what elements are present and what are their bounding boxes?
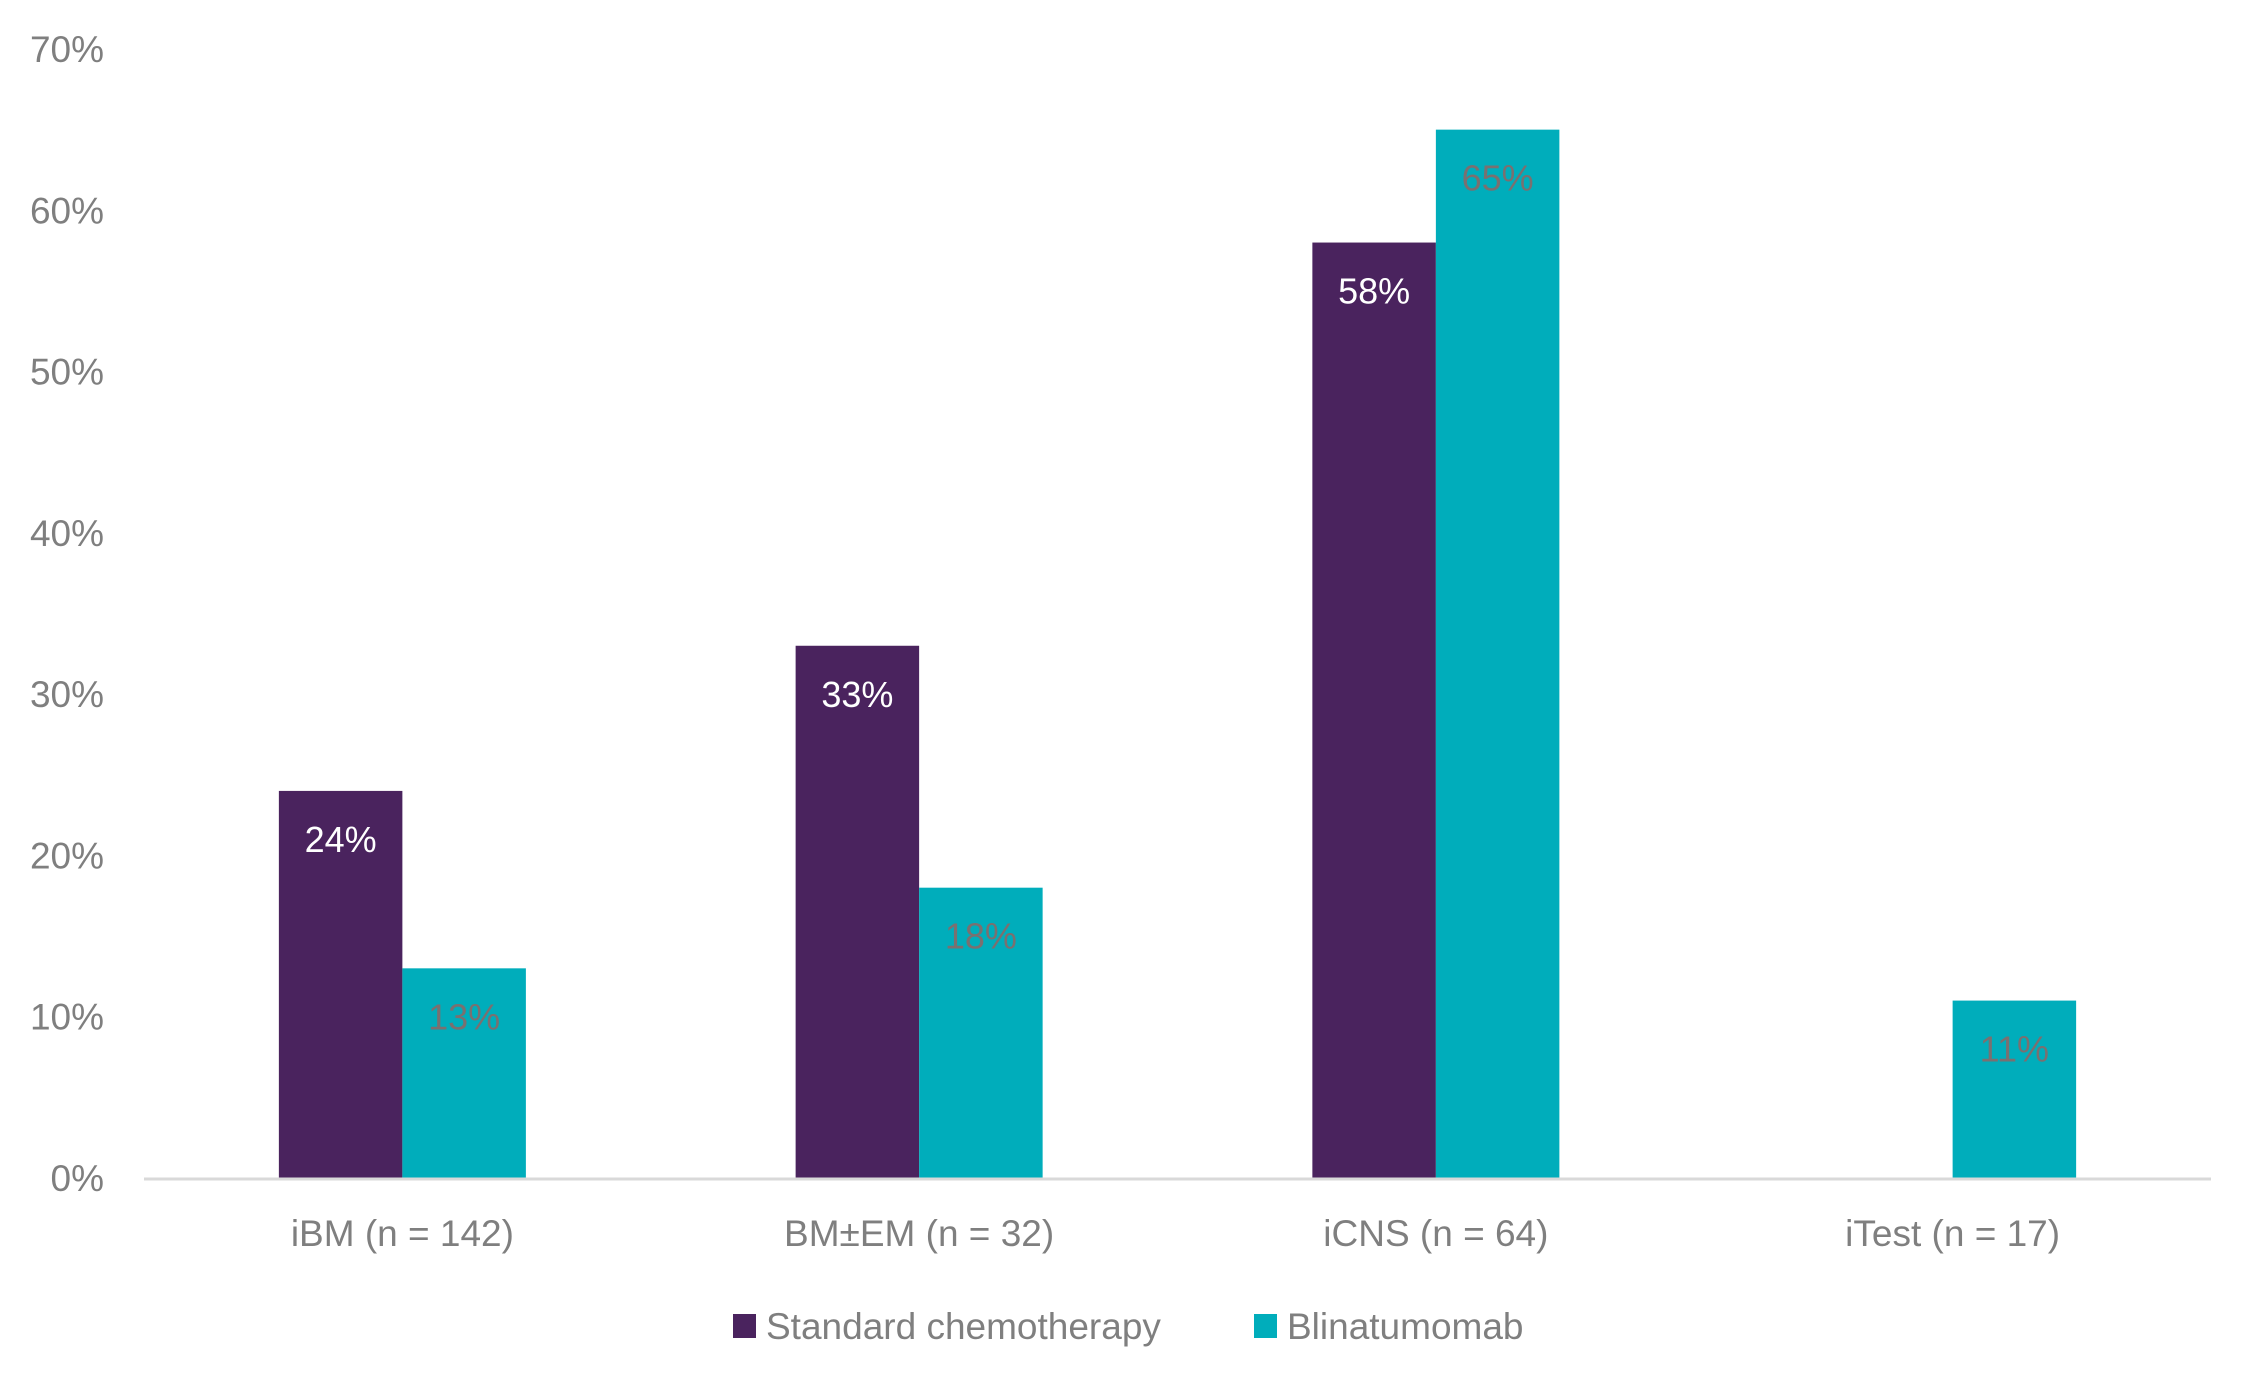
data-label: 58% — [1338, 271, 1410, 312]
data-label: 13% — [428, 996, 500, 1037]
bar-standard-chemotherapy — [795, 645, 920, 1178]
y-tick-label: 40% — [30, 513, 104, 554]
bar-standard-chemotherapy — [1312, 242, 1436, 1179]
data-label: 11% — [1980, 1029, 2049, 1070]
legend-swatch — [1254, 1314, 1277, 1338]
bar-blinatumomab — [919, 887, 1043, 1178]
bar-standard-chemotherapy — [278, 790, 403, 1178]
y-tick-label: 30% — [30, 674, 104, 715]
bar-blinatumomab — [1952, 1000, 2077, 1178]
x-tick-label: iCNS (n = 64) — [1323, 1213, 1548, 1254]
y-tick-label: 0% — [51, 1158, 104, 1199]
legend: Standard chemotherapy Blinatumomab — [733, 1306, 1524, 1347]
legend-swatch — [733, 1314, 756, 1338]
data-label: 65% — [1462, 158, 1534, 199]
data-label: 24% — [305, 819, 377, 860]
bar-blinatumomab — [1435, 129, 1560, 1179]
y-axis: 0% 10% 20% 30% 40% 50% 60% 70% — [30, 29, 104, 1199]
legend-label: Standard chemotherapy — [766, 1306, 1161, 1347]
x-tick-label: iBM (n = 142) — [291, 1213, 514, 1254]
x-axis: iBM (n = 142) BM±EM (n = 32) iCNS (n = 64)… — [291, 1213, 2060, 1254]
y-tick-label: 10% — [30, 997, 104, 1038]
y-tick-label: 60% — [30, 190, 104, 231]
y-tick-label: 70% — [30, 29, 104, 70]
data-label: 18% — [945, 916, 1017, 957]
bars: 24% 13% 33% 18% 58% 65% 11% — [278, 129, 2077, 1179]
y-tick-label: 20% — [30, 835, 104, 876]
y-tick-label: 50% — [30, 352, 104, 393]
x-tick-label: iTest (n = 17) — [1845, 1213, 2060, 1254]
legend-label: Blinatumomab — [1287, 1306, 1524, 1347]
bar-blinatumomab — [402, 968, 526, 1178]
x-tick-label: BM±EM (n = 32) — [784, 1213, 1054, 1254]
data-label: 33% — [821, 674, 893, 715]
